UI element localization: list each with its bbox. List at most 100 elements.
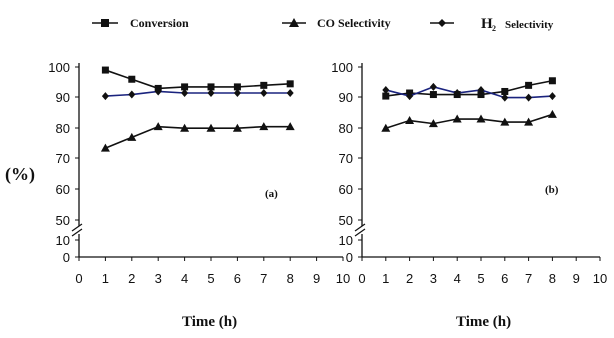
data-point-triangle: [259, 122, 269, 131]
x-tick-label: 8: [287, 271, 294, 286]
data-point-triangle: [428, 119, 438, 128]
data-point-square: [429, 91, 437, 99]
data-point-square: [382, 92, 390, 100]
data-point-square: [101, 66, 109, 74]
x-tick-label: 6: [501, 271, 508, 286]
data-point-triangle: [500, 117, 510, 126]
data-point-diamond: [548, 92, 556, 101]
x-tick-label: 7: [525, 271, 532, 286]
data-point-triangle: [285, 122, 295, 131]
legend-marker-square: [101, 19, 109, 27]
x-tick-label: 2: [128, 271, 135, 286]
data-point-diamond: [233, 89, 241, 98]
data-point-triangle: [180, 123, 190, 132]
panel-label: (a): [265, 188, 278, 200]
x-tick-label: 1: [102, 271, 109, 286]
series-co-selectivity: [381, 109, 557, 132]
legend-label-h2-sub: 2: [492, 24, 496, 33]
x-tick-label: 7: [260, 271, 267, 286]
x-tick-label: 10: [593, 271, 607, 286]
legend-marker-diamond: [438, 19, 446, 27]
series-line: [105, 90, 291, 97]
legend-label-h2: H: [481, 16, 493, 32]
y-tick-label: 60: [56, 182, 70, 197]
y-tick-label: 70: [56, 151, 70, 166]
y-tick-label: 10: [339, 233, 353, 248]
data-point-square: [128, 75, 136, 83]
axis-break-mark: [354, 223, 368, 237]
data-point-diamond: [260, 89, 268, 98]
x-tick-label: 8: [549, 271, 556, 286]
legend-item-co: CO Selectivity: [282, 16, 391, 30]
data-point-triangle: [381, 123, 391, 132]
data-point-triangle: [153, 122, 163, 131]
series-line: [105, 69, 291, 90]
data-point-square: [477, 91, 485, 99]
data-point-diamond: [406, 92, 414, 101]
data-point-square: [233, 83, 241, 91]
series-line: [385, 79, 553, 97]
x-tick-label: 9: [573, 271, 580, 286]
y-tick-label: 10: [56, 233, 70, 248]
legend-label-h2-after: Selectivity: [505, 19, 554, 31]
x-tick-label: 1: [382, 271, 389, 286]
data-point-diamond: [207, 89, 215, 98]
data-point-square: [525, 81, 533, 89]
data-point-diamond: [429, 82, 437, 91]
data-point-diamond: [128, 90, 136, 99]
panel-label: (b): [545, 184, 559, 196]
data-point-triangle: [127, 132, 137, 141]
x-tick-label: 9: [313, 271, 320, 286]
y-tick-label: 80: [56, 121, 70, 136]
y-tick-label: 0: [346, 250, 353, 265]
y-tick-label: 80: [339, 121, 353, 136]
data-point-square: [181, 83, 189, 91]
data-point-square: [501, 87, 509, 95]
data-point-triangle: [405, 116, 415, 125]
x-tick-label: 3: [430, 271, 437, 286]
data-point-square: [286, 80, 294, 88]
series-line: [385, 113, 553, 129]
series-h2-selectivity: [382, 82, 556, 102]
legend-item-h2: H 2 Selectivity: [430, 16, 554, 33]
series-line: [385, 86, 553, 99]
data-point-square: [548, 77, 556, 85]
x-tick-label: 5: [207, 271, 214, 286]
data-point-triangle: [547, 109, 557, 118]
data-point-triangle: [452, 114, 462, 123]
x-tick-label: 6: [234, 271, 241, 286]
data-point-triangle: [524, 117, 534, 126]
series-conversion: [101, 66, 294, 92]
legend-marker-triangle: [289, 18, 299, 27]
x-tick-label: 4: [181, 271, 188, 286]
legend-label-co: CO Selectivity: [317, 16, 391, 30]
x-axis-title: Time (h): [456, 314, 511, 330]
series-co-selectivity: [100, 122, 295, 152]
y-tick-label: 60: [339, 182, 353, 197]
legend: Conversion CO Selectivity H 2 Selectivit…: [92, 16, 554, 33]
x-tick-label: 4: [454, 271, 461, 286]
data-point-diamond: [154, 87, 162, 96]
y-tick-label: 70: [339, 151, 353, 166]
data-point-diamond: [101, 92, 109, 101]
axis-break-mark: [71, 223, 85, 237]
y-axis-label: (%): [5, 164, 35, 185]
data-point-diamond: [453, 89, 461, 98]
x-tick-label: 5: [477, 271, 484, 286]
data-point-diamond: [501, 93, 509, 102]
y-tick-label: 50: [339, 213, 353, 228]
y-tick-label: 100: [48, 60, 70, 75]
x-tick-label: 0: [75, 271, 82, 286]
data-point-triangle: [232, 123, 242, 132]
series-h2-selectivity: [101, 87, 294, 101]
chart-panel-b: 0 10 50 60 70 80 90 100 0 1 2 3 4 5 6 7 8 9 10 Time (h) (b): [331, 60, 607, 330]
data-point-diamond: [382, 85, 390, 94]
x-tick-label: 2: [406, 271, 413, 286]
data-point-triangle: [476, 114, 486, 123]
series-line: [105, 125, 291, 149]
x-axis-title: Time (h): [182, 314, 237, 330]
data-point-diamond: [477, 85, 485, 94]
y-tick-label: 50: [56, 213, 70, 228]
